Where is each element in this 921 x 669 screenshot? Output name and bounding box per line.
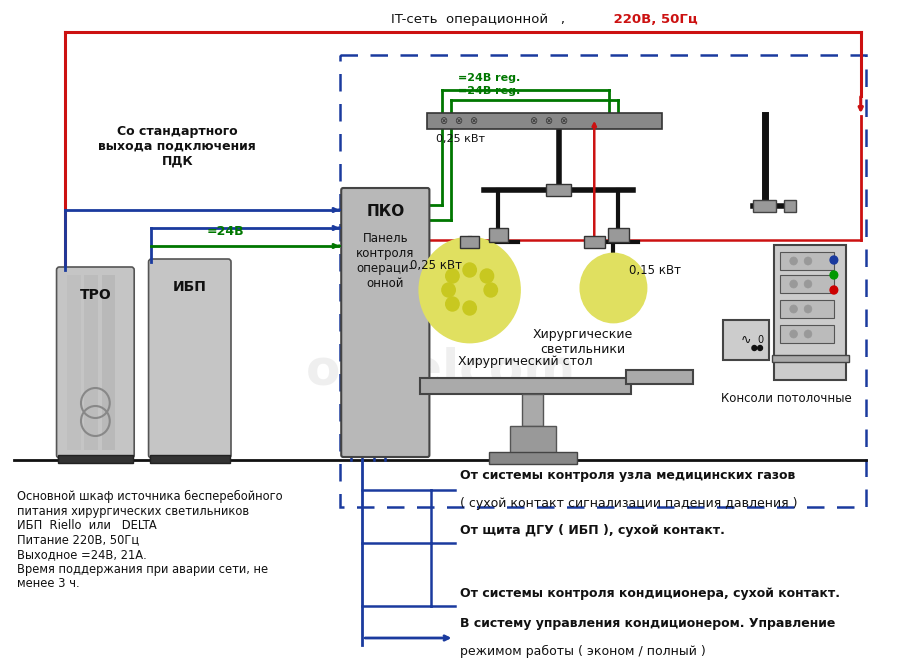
- Text: oooelcom: oooelcom: [306, 346, 577, 394]
- Text: Панель
контроля
операци-
онной: Панель контроля операци- онной: [356, 232, 414, 290]
- Bar: [780, 325, 834, 343]
- Bar: [780, 252, 834, 270]
- Circle shape: [804, 305, 811, 313]
- Circle shape: [790, 330, 798, 338]
- Bar: [584, 236, 605, 248]
- Text: ⊗: ⊗: [560, 116, 567, 126]
- Text: Питание 220В, 50Гц: Питание 220В, 50Гц: [17, 533, 139, 547]
- Text: Хирургический стол: Хирургический стол: [458, 355, 592, 368]
- Text: ∿: ∿: [740, 334, 751, 347]
- Bar: [427, 113, 662, 129]
- Bar: [775, 245, 846, 380]
- Text: Время поддержания при аварии сети, не: Время поддержания при аварии сети, не: [17, 563, 268, 575]
- Bar: [780, 300, 834, 318]
- Circle shape: [790, 257, 798, 265]
- Text: 220В, 50Гц: 220В, 50Гц: [609, 13, 697, 26]
- Bar: [101, 275, 115, 450]
- Circle shape: [830, 286, 838, 294]
- Bar: [420, 378, 631, 394]
- Text: ИБП  Riello  или   DELTA: ИБП Riello или DELTA: [17, 519, 157, 532]
- Text: ⊗: ⊗: [529, 116, 537, 126]
- Bar: [626, 370, 693, 384]
- FancyBboxPatch shape: [341, 188, 429, 457]
- Circle shape: [484, 283, 497, 297]
- Bar: [460, 236, 479, 248]
- FancyBboxPatch shape: [56, 267, 134, 458]
- Text: ⊗: ⊗: [438, 116, 447, 126]
- Text: =24В reg.: =24В reg.: [458, 86, 520, 96]
- Bar: [546, 184, 571, 196]
- Text: Основной шкаф источника бесперебойного: Основной шкаф источника бесперебойного: [17, 490, 283, 503]
- Text: От системы контроля кондиционера, сухой контакт.: От системы контроля кондиционера, сухой …: [460, 587, 840, 600]
- Circle shape: [830, 271, 838, 279]
- Circle shape: [446, 297, 460, 311]
- Text: 0: 0: [757, 335, 764, 345]
- Text: От системы контроля узла медицинских газов: От системы контроля узла медицинских газ…: [460, 469, 796, 482]
- Circle shape: [420, 238, 519, 342]
- Text: =24В: =24В: [206, 225, 244, 238]
- Bar: [85, 275, 98, 450]
- Text: ИБП: ИБП: [173, 280, 206, 294]
- Circle shape: [804, 257, 811, 265]
- Text: От щита ДГУ ( ИБП ), сухой контакт.: От щита ДГУ ( ИБП ), сухой контакт.: [460, 524, 725, 537]
- Bar: [723, 320, 769, 360]
- Bar: [608, 228, 629, 242]
- Text: 0,25 кВт: 0,25 кВт: [410, 258, 462, 272]
- Text: IT-сеть  операционной   ,: IT-сеть операционной ,: [391, 13, 565, 26]
- Text: ТРО: ТРО: [79, 288, 111, 302]
- Bar: [772, 355, 849, 362]
- Bar: [489, 228, 508, 242]
- Circle shape: [480, 269, 494, 283]
- Circle shape: [752, 345, 757, 351]
- Circle shape: [790, 280, 798, 288]
- Text: 0,15 кВт: 0,15 кВт: [629, 264, 681, 276]
- Text: Со стандартного
выхода подключения
ПДК: Со стандартного выхода подключения ПДК: [99, 125, 256, 168]
- Bar: [510, 426, 556, 454]
- Text: ПКО: ПКО: [367, 204, 404, 219]
- Text: ( сухой контакт сигнализации падения давления ): ( сухой контакт сигнализации падения дав…: [460, 482, 798, 510]
- Bar: [784, 200, 796, 212]
- Text: =24В reg.: =24В reg.: [458, 73, 520, 83]
- FancyBboxPatch shape: [148, 259, 231, 458]
- Text: ⊗: ⊗: [470, 116, 478, 126]
- Circle shape: [581, 254, 646, 322]
- Circle shape: [804, 330, 811, 338]
- Bar: [753, 200, 776, 212]
- Circle shape: [463, 301, 476, 315]
- Bar: [522, 394, 543, 426]
- Bar: [149, 455, 230, 463]
- Text: Выходное =24В, 21А.: Выходное =24В, 21А.: [17, 548, 147, 561]
- Text: режимом работы ( эконом / полный ): режимом работы ( эконом / полный ): [460, 630, 705, 658]
- Circle shape: [446, 269, 460, 283]
- Bar: [489, 452, 577, 464]
- Circle shape: [804, 280, 811, 288]
- Circle shape: [758, 345, 763, 351]
- Text: В систему управления кондиционером. Управление: В систему управления кондиционером. Упра…: [460, 617, 835, 630]
- Text: Консоли потолочные: Консоли потолочные: [720, 392, 851, 405]
- Text: ⊗: ⊗: [544, 116, 553, 126]
- Bar: [340, 55, 866, 507]
- Circle shape: [830, 256, 838, 264]
- Text: Хирургические
светильники: Хирургические светильники: [532, 328, 633, 356]
- Bar: [57, 455, 134, 463]
- Circle shape: [463, 263, 476, 277]
- Text: 0,25 кВт: 0,25 кВт: [436, 134, 484, 144]
- Text: ⊗: ⊗: [454, 116, 462, 126]
- Bar: [780, 275, 834, 293]
- Text: менее 3 ч.: менее 3 ч.: [17, 577, 80, 590]
- Bar: [67, 275, 80, 450]
- Text: питания хирургических светильников: питания хирургических светильников: [17, 504, 250, 518]
- Circle shape: [442, 283, 455, 297]
- Circle shape: [790, 305, 798, 313]
